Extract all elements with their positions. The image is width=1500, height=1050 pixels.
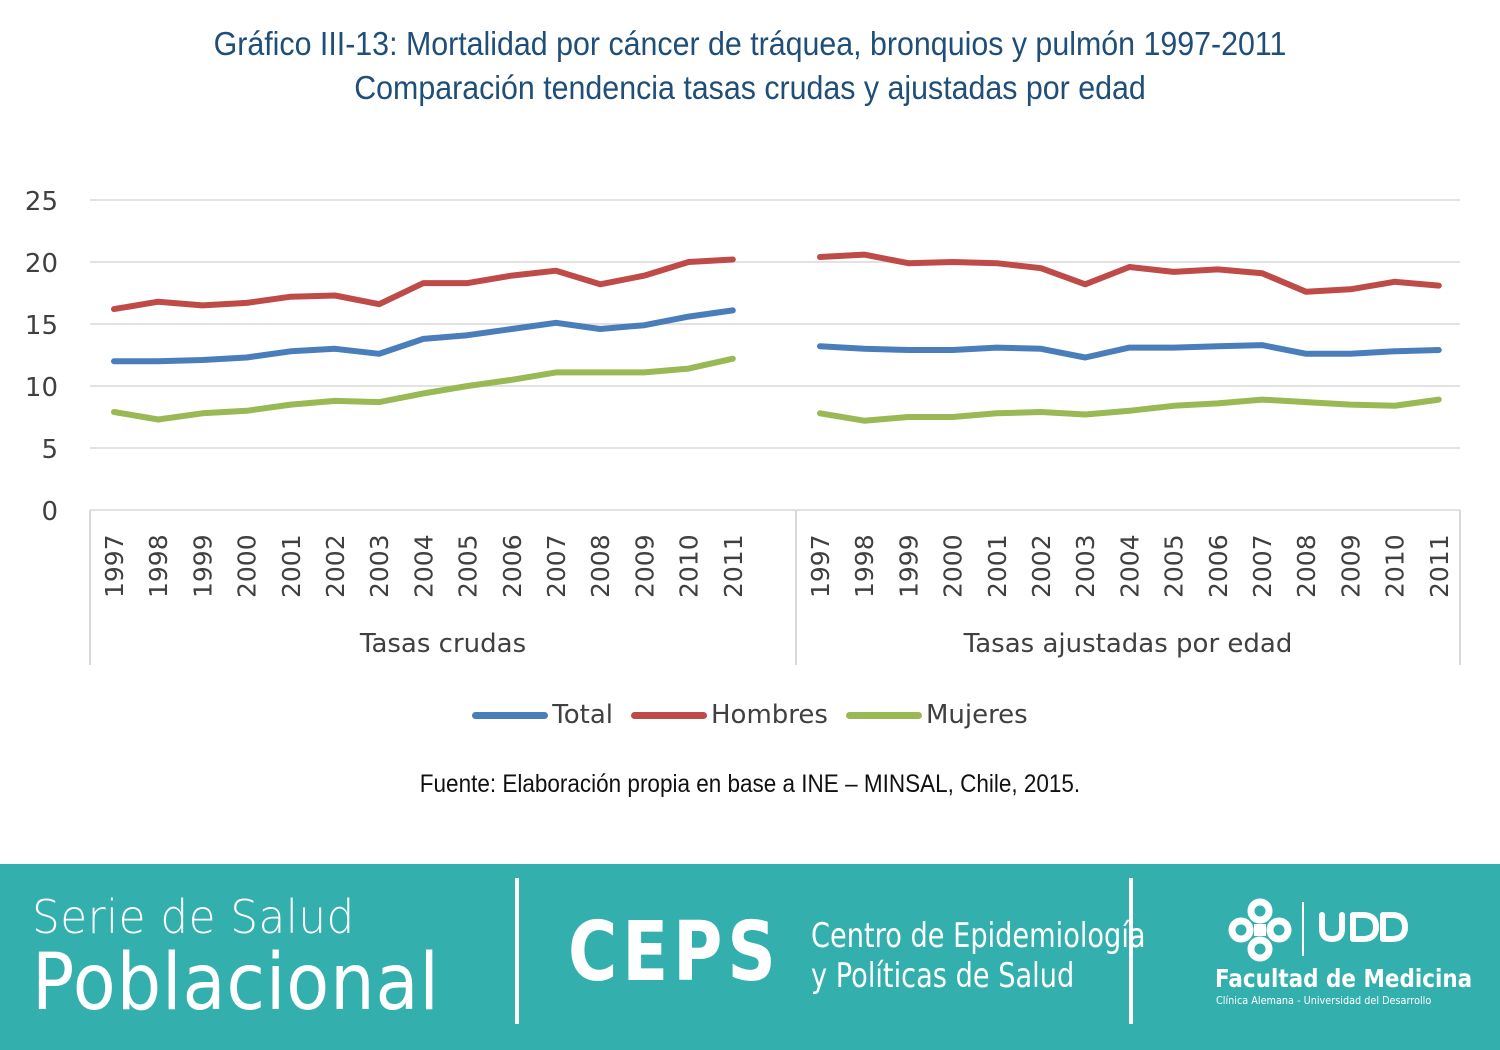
x-tick-label: 2002 (1027, 534, 1056, 598)
x-tick-label: 2007 (542, 534, 571, 598)
x-tick-label: 1999 (894, 534, 923, 598)
x-tick-label: 2010 (1381, 534, 1410, 598)
udd-logo-icon (1319, 912, 1408, 942)
y-tick-label: 20 (25, 249, 58, 279)
x-tick-label: 2002 (321, 534, 350, 598)
x-tick-label: 2001 (983, 534, 1012, 598)
x-tick-label: 2011 (719, 534, 748, 598)
y-tick-label: 5 (41, 435, 58, 465)
x-tick-label: 2007 (1248, 534, 1277, 598)
y-tick-label: 0 (41, 497, 58, 527)
x-tick-label: 1997 (806, 534, 835, 598)
x-tick-label: 2011 (1425, 534, 1454, 598)
x-tick-label: 2003 (1071, 534, 1100, 598)
legend-swatch-mujeres (845, 711, 922, 719)
legend-label-total: Total (552, 700, 613, 730)
category-group-label: Tasas crudas (359, 629, 526, 659)
series-line-total-crudas (111, 307, 736, 365)
legend-item-mujeres: Mujeres (845, 700, 1028, 730)
x-tick-label: 1998 (144, 534, 173, 598)
line-chart: 0 5 10 15 20 25 1997 1998 1999 2000 2001 2002 2003 20… (25, 187, 1461, 665)
y-tick-label: 10 (25, 373, 58, 403)
x-tick-label: 2008 (1292, 534, 1321, 598)
legend-swatch-total (472, 711, 549, 719)
source-note: Fuente: Elaboración propia en base a INE… (419, 770, 1081, 798)
x-tick-label: 2006 (498, 534, 527, 598)
footer-divider-left (515, 878, 519, 1024)
x-tick-label: 2001 (277, 534, 306, 598)
x-tick-label: 2000 (939, 534, 968, 598)
x-tick-label: 2006 (1204, 534, 1233, 598)
legend-swatch-hombres (630, 711, 707, 719)
series-name-line1: Serie de Salud (32, 890, 355, 944)
footer-divider-right (1129, 878, 1133, 1024)
chart-title: Gráfico III-13: Mortalidad por cáncer de… (60, 22, 1440, 110)
x-tick-label: 1997 (100, 534, 129, 598)
x-tick-label: 2008 (586, 534, 615, 598)
x-tick-label: 2005 (454, 534, 483, 598)
x-tick-label: 2009 (1336, 534, 1365, 598)
x-tick-label: 1999 (188, 534, 217, 598)
legend-label-hombres: Hombres (710, 700, 828, 730)
series-line-hombres-ajustadas (817, 251, 1442, 295)
series-name-line2: Poblacional (32, 938, 440, 1028)
x-tick-label: 2005 (1160, 534, 1189, 598)
series-line-hombres-crudas (111, 256, 736, 313)
x-tick-label: 2004 (1115, 534, 1144, 598)
y-tick-label: 15 (25, 311, 58, 341)
logo-separator (1302, 902, 1304, 956)
clinic-cross-logo-icon (1228, 898, 1292, 962)
x-tick-label: 1998 (850, 534, 879, 598)
legend-item-hombres: Hombres (630, 700, 828, 730)
x-tick-label: 2010 (675, 534, 704, 598)
legend-item-total: Total (472, 700, 613, 730)
ceps-name-line1: Centro de Epidemiología (811, 916, 1146, 956)
x-tick-label: 2004 (409, 534, 438, 598)
chart-legend: Total Hombres Mujeres (0, 700, 1500, 730)
faculty-name: Facultad de Medicina (1215, 964, 1473, 993)
footer-banner: Serie de Salud Poblacional CEPS Centro d… (0, 864, 1500, 1050)
x-tick-label: 2003 (365, 534, 394, 598)
x-tick-label: 2009 (630, 534, 659, 598)
ceps-logo-text: CEPS (568, 905, 781, 1000)
chart-title-line1: Gráfico III-13: Mortalidad por cáncer de… (213, 25, 1287, 62)
series-line-total-ajustadas (817, 342, 1442, 361)
legend-label-mujeres: Mujeres (925, 700, 1028, 730)
ceps-name-line2: y Políticas de Salud (811, 956, 1075, 996)
chart-title-line2: Comparación tendencia tasas crudas y aju… (354, 69, 1146, 106)
faculty-subtitle: Clínica Alemana - Universidad del Desarr… (1216, 994, 1432, 1007)
x-tick-label: 2000 (233, 534, 262, 598)
ceps-full-name: Centro de Epidemiología y Políticas de S… (782, 916, 1146, 996)
series-line-mujeres-ajustadas (817, 396, 1442, 424)
category-group-label: Tasas ajustadas por edad (963, 629, 1293, 659)
series-line-mujeres-crudas (111, 355, 736, 423)
y-tick-label: 25 (25, 187, 58, 217)
